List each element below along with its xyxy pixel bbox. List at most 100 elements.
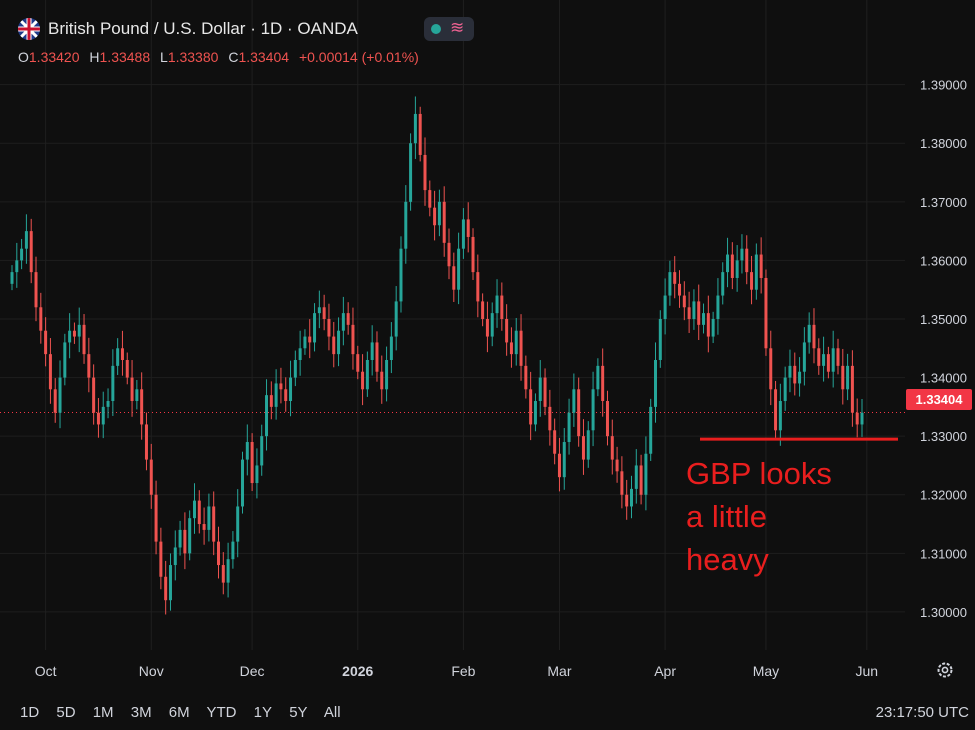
candle-body bbox=[212, 506, 216, 542]
candle-body bbox=[519, 330, 523, 366]
candle-body bbox=[817, 348, 821, 366]
candle-body bbox=[313, 313, 317, 343]
candle-body bbox=[654, 360, 658, 407]
candle-body bbox=[831, 348, 835, 372]
candle-body bbox=[682, 295, 686, 308]
candle-body bbox=[610, 436, 614, 460]
candle-body bbox=[774, 389, 778, 431]
open-key: O bbox=[18, 49, 29, 65]
candle-body bbox=[639, 465, 643, 495]
tf-3m-button[interactable]: 3M bbox=[130, 704, 152, 721]
candle-body bbox=[826, 354, 830, 372]
candle-body bbox=[668, 272, 672, 296]
current-price-tag: 1.33404 bbox=[906, 389, 972, 410]
candle-body bbox=[634, 465, 638, 489]
gear-icon[interactable] bbox=[936, 661, 954, 679]
status-dot-icon bbox=[431, 24, 441, 34]
y-axis-labels: 1.30000 1.31000 1.32000 1.33000 1.34000 1.350… bbox=[920, 78, 967, 620]
candle-body bbox=[327, 318, 331, 337]
candle-body bbox=[236, 506, 240, 542]
candle-body bbox=[96, 412, 100, 425]
candle-body bbox=[413, 113, 417, 144]
candle-body bbox=[793, 365, 797, 384]
candle-body bbox=[557, 453, 561, 478]
candle-body bbox=[202, 524, 206, 530]
utc-clock[interactable]: 23:17:50 UTC bbox=[875, 704, 969, 721]
tf-6m-button[interactable]: 6M bbox=[168, 704, 190, 721]
candle-body bbox=[289, 377, 293, 402]
x-tick-label: Apr bbox=[654, 663, 676, 679]
wave-icon: ≋ bbox=[450, 18, 465, 37]
candle-body bbox=[697, 301, 701, 325]
tf-ytd-button[interactable]: YTD bbox=[206, 704, 237, 721]
candle-body bbox=[418, 113, 422, 155]
y-tick-label: 1.39000 bbox=[920, 78, 967, 93]
candle-body bbox=[293, 360, 297, 378]
candle-body bbox=[269, 395, 273, 407]
candle-body bbox=[399, 248, 403, 302]
candle-body bbox=[284, 389, 288, 402]
candle-body bbox=[601, 365, 605, 402]
candle-body bbox=[596, 365, 600, 390]
candle-body bbox=[332, 336, 336, 355]
tf-1y-button[interactable]: 1Y bbox=[253, 704, 273, 721]
candle-body bbox=[605, 401, 609, 437]
candle-body bbox=[855, 412, 859, 425]
candle-body bbox=[192, 500, 196, 519]
x-tick-label: Dec bbox=[240, 663, 265, 679]
x-axis-labels: Oct Nov Dec 2026 Feb Mar Apr May Jun bbox=[35, 663, 878, 679]
candle-body bbox=[433, 207, 437, 226]
y-tick-label: 1.35000 bbox=[920, 312, 967, 327]
y-tick-label: 1.33000 bbox=[920, 429, 967, 444]
candle-body bbox=[562, 442, 566, 478]
candle-body bbox=[341, 313, 345, 331]
tf-1m-button[interactable]: 1M bbox=[92, 704, 114, 721]
annotation-line-3: heavy bbox=[686, 542, 769, 577]
candle-body bbox=[663, 295, 667, 319]
candle-body bbox=[173, 547, 177, 566]
candle-body bbox=[428, 190, 432, 208]
low-value: 1.33380 bbox=[167, 49, 219, 65]
candle-body bbox=[481, 301, 485, 319]
candle-body bbox=[702, 313, 706, 325]
tf-5d-button[interactable]: 5D bbox=[56, 704, 76, 721]
candle-body bbox=[629, 488, 633, 507]
candle-body bbox=[452, 266, 456, 290]
indicator-pill[interactable]: ≋ bbox=[424, 17, 474, 41]
annotation-line-1: GBP looks bbox=[686, 456, 832, 491]
candle-body bbox=[524, 365, 528, 390]
candle-body bbox=[783, 377, 787, 402]
candle-body bbox=[442, 201, 446, 243]
close-key: C bbox=[228, 49, 239, 65]
candle-body bbox=[250, 442, 254, 484]
candle-body bbox=[361, 371, 365, 390]
candle-body bbox=[226, 559, 230, 583]
annotation-text[interactable]: GBP looks a little heavy bbox=[686, 452, 832, 581]
candle-body bbox=[111, 365, 115, 402]
candle-body bbox=[178, 529, 182, 548]
candle-body bbox=[543, 377, 547, 407]
candle-body bbox=[39, 307, 43, 331]
tf-all-button[interactable]: All bbox=[323, 704, 341, 721]
candle-body bbox=[135, 389, 139, 402]
candle-body bbox=[68, 330, 72, 343]
candle-body bbox=[34, 272, 38, 308]
candle-body bbox=[231, 541, 235, 560]
tf-5y-button[interactable]: 5Y bbox=[289, 704, 308, 721]
candle-body bbox=[687, 307, 691, 319]
candle-body bbox=[769, 348, 773, 390]
ohlc-readout: O1.33420 H1.33488 L1.33380 C1.33404 +0.0… bbox=[18, 49, 425, 65]
candle-body bbox=[586, 430, 590, 460]
tf-1d-button[interactable]: 1D bbox=[20, 704, 40, 721]
candle-body bbox=[385, 360, 389, 390]
candle-body bbox=[673, 272, 677, 284]
candle-body bbox=[82, 324, 86, 355]
symbol-title[interactable]: British Pound / U.S. Dollar · 1D · OANDA bbox=[48, 19, 358, 38]
candle-body bbox=[58, 377, 62, 413]
candle-body bbox=[716, 295, 720, 319]
x-tick-label: Feb bbox=[451, 663, 475, 679]
candle-body bbox=[721, 272, 725, 296]
candle-body bbox=[149, 459, 153, 495]
candle-body bbox=[351, 324, 355, 355]
